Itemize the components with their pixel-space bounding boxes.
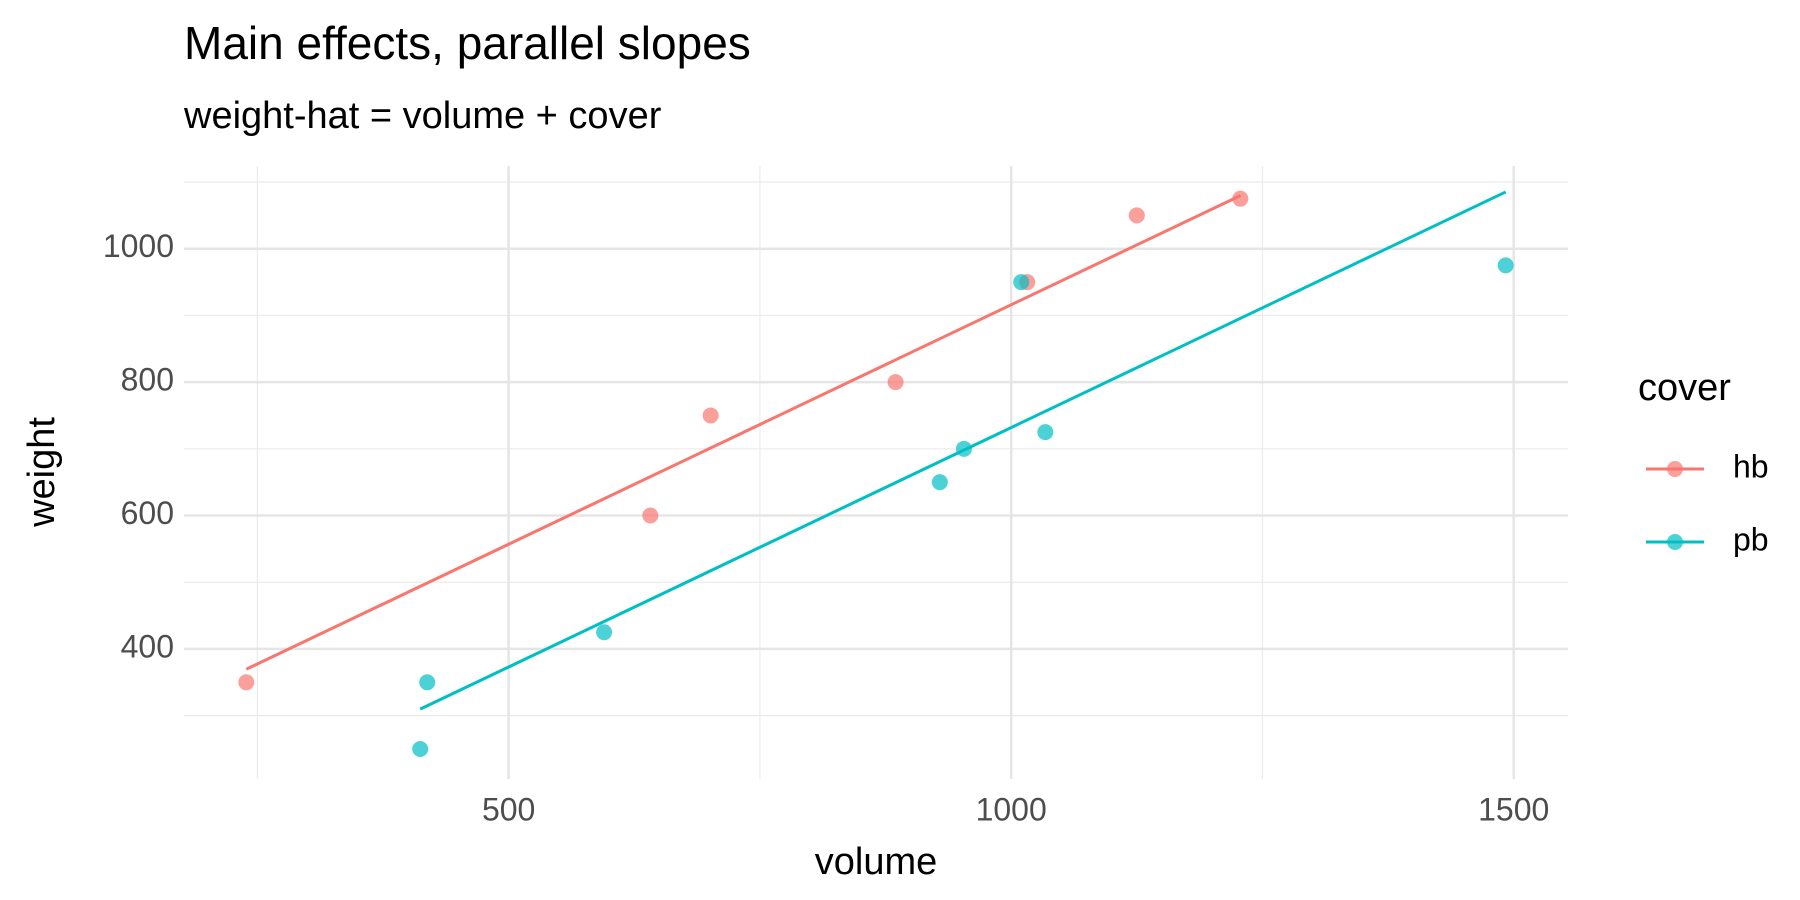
legend-label: hb <box>1733 448 1769 484</box>
x-axis-title: volume <box>815 841 938 883</box>
chart-subtitle: weight-hat = volume + cover <box>183 95 662 137</box>
legend-label: pb <box>1733 521 1769 557</box>
point <box>596 624 613 641</box>
x-tick-label: 1000 <box>976 791 1047 827</box>
point <box>642 507 659 524</box>
legend-key <box>1667 461 1683 477</box>
point <box>931 474 948 491</box>
point <box>1497 257 1514 274</box>
y-axis-title: weight <box>21 417 63 528</box>
point <box>1232 190 1249 207</box>
y-tick-label: 600 <box>121 495 174 531</box>
legend-key <box>1667 534 1683 550</box>
point <box>1128 207 1145 224</box>
y-tick-label: 1000 <box>103 228 174 264</box>
x-tick-label: 1500 <box>1478 791 1549 827</box>
point <box>1037 424 1054 441</box>
point <box>702 407 719 424</box>
point <box>955 440 972 457</box>
x-tick-label: 500 <box>482 791 535 827</box>
chart-title: Main effects, parallel slopes <box>184 17 751 69</box>
point <box>412 740 429 757</box>
legend-title: cover <box>1638 367 1731 409</box>
fit-line <box>245 194 1241 671</box>
point <box>1013 274 1030 291</box>
point <box>238 674 255 691</box>
y-tick-label: 400 <box>121 628 174 664</box>
point <box>887 374 904 391</box>
y-tick-label: 800 <box>121 362 174 398</box>
point <box>419 674 436 691</box>
